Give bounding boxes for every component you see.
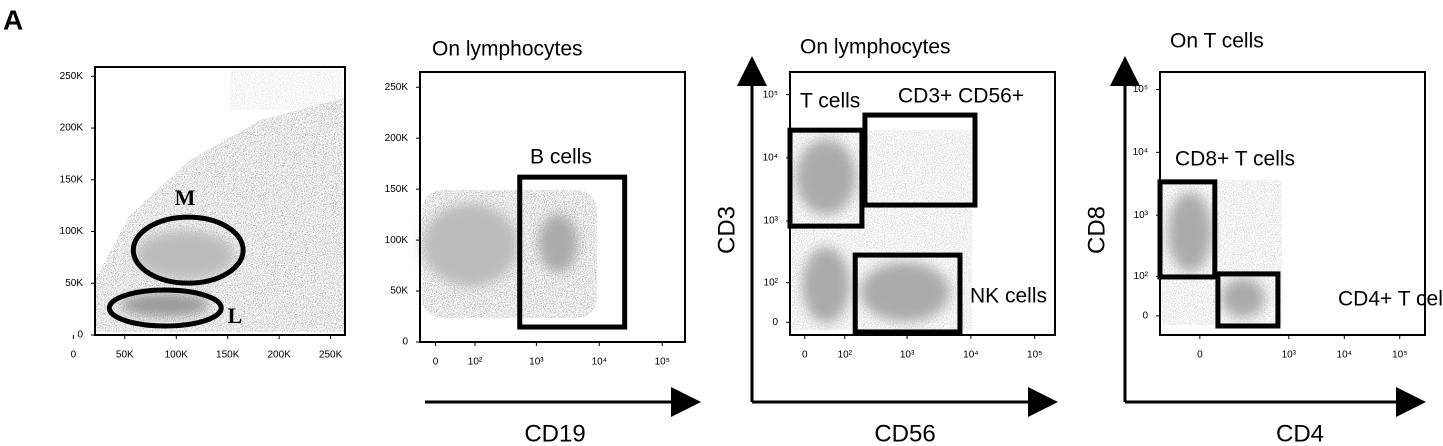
y-tick-label: 0 [77,330,83,341]
x-tick-label: 10⁴ [592,357,607,368]
y-tick-label: 200K [60,123,84,134]
y-tick-label: 250K [60,71,84,82]
gate [862,112,978,208]
gate-label: NK cells [970,285,1047,308]
x-tick-label: 0 [71,350,77,361]
x-tick-label: 0 [1197,350,1203,361]
plot-frame [419,71,686,343]
x-tick-label: 10⁵ [1392,350,1407,361]
x-axis-label: CD4 [1276,420,1324,446]
y-tick-label: 10⁴ [1133,147,1148,158]
x-tick-label: 150K [216,350,240,361]
axis-arrows [425,56,1426,417]
y-tick-label: 10³ [1134,210,1149,221]
y-tick-label: 10² [764,277,779,288]
gate [1157,179,1218,280]
gate-label: B cells [530,146,592,169]
x-axis-label: CD56 [874,420,935,446]
plot-frame [94,66,346,336]
cloud [796,139,856,215]
x-axis-label: CD19 [524,420,585,446]
y-tick-label: 150K [385,184,409,195]
y-tick-label: 10⁵ [1133,84,1148,95]
panel-title: On T cells [1170,30,1264,53]
y-tick-label: 10² [1134,271,1149,282]
x-tick-label: 250K [319,350,343,361]
cloud [120,293,210,317]
y-tick-label: 0 [772,317,778,328]
panel-title: On lymphocytes [800,36,951,59]
y-tick-label: 200K [385,133,409,144]
x-tick-label: 10³ [900,350,915,361]
gate [517,174,628,330]
y-tick-label: 0 [402,337,408,348]
density-clouds [95,70,1282,332]
x-tick-label: 10³ [529,357,544,368]
x-tick-label: 10⁴ [1337,350,1352,361]
gate [1215,271,1281,329]
cloud [422,203,518,287]
gate [130,214,246,286]
y-tick-label: 100K [60,226,84,237]
x-tick-label: 0 [802,350,808,361]
y-tick-label: 100K [385,235,409,246]
x-tick-label: 10⁵ [655,357,670,368]
gate [852,252,963,335]
x-tick-label: 10² [468,357,483,368]
x-tick-label: 10³ [1282,350,1297,361]
gate-label: T cells [800,90,860,113]
y-axis-label: CD3 [713,206,740,254]
cloud [230,70,342,110]
cloud [1168,192,1212,272]
cloud [1221,278,1265,318]
y-tick-label: 10⁴ [763,152,778,163]
x-tick-label: 50K [116,350,134,361]
cloud [860,262,950,322]
gate-label: CD8+ T cells [1175,148,1295,171]
cloud [135,230,235,280]
x-tick-label: 0 [433,357,439,368]
gate [106,287,224,329]
gate-label: L [228,303,243,328]
gate-label: CD4+ T cells [1338,288,1443,311]
y-tick-label: 50K [65,278,83,289]
y-tick-label: 0 [1142,311,1148,322]
panel-title: On lymphocytes [432,38,583,61]
gate [787,127,865,229]
cloud [538,213,578,273]
y-tick-label: 10³ [764,216,779,227]
gate-label: M [175,185,196,210]
y-tick-label: 10⁵ [763,89,778,100]
x-tick-label: 10² [838,350,853,361]
x-tick-label: 100K [165,350,189,361]
y-axis-label: CD8 [1083,206,1110,254]
x-tick-label: 10⁴ [963,350,978,361]
panel-label: A [3,4,23,35]
y-tick-label: 50K [390,286,408,297]
y-tick-label: 250K [385,82,409,93]
gate-label: CD3+ CD56+ [898,85,1024,108]
y-tick-label: 150K [60,174,84,185]
x-tick-label: 10⁵ [1027,350,1042,361]
x-tick-label: 200K [267,350,291,361]
cloud [802,247,850,323]
